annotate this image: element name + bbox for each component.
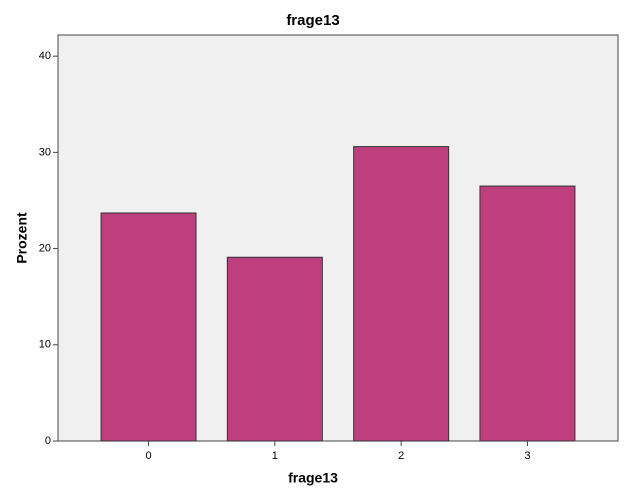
x-tick-label: 3 <box>524 450 530 462</box>
bar <box>226 256 323 442</box>
bar <box>353 146 450 442</box>
y-tick-label: 10 <box>39 339 51 351</box>
x-tick-label: 1 <box>272 450 278 462</box>
bar <box>100 212 197 442</box>
x-tick-label: 0 <box>145 450 151 462</box>
y-tick-label: 20 <box>39 242 51 254</box>
bar <box>479 185 576 442</box>
y-tick-label: 40 <box>39 50 51 62</box>
y-tick-label: 30 <box>39 146 51 158</box>
x-axis-title: frage13 <box>288 470 338 486</box>
x-tick-label: 2 <box>398 450 404 462</box>
y-tick-label: 0 <box>45 435 51 447</box>
chart-title: frage13 <box>286 12 339 29</box>
y-axis-title: Prozent <box>14 212 30 264</box>
